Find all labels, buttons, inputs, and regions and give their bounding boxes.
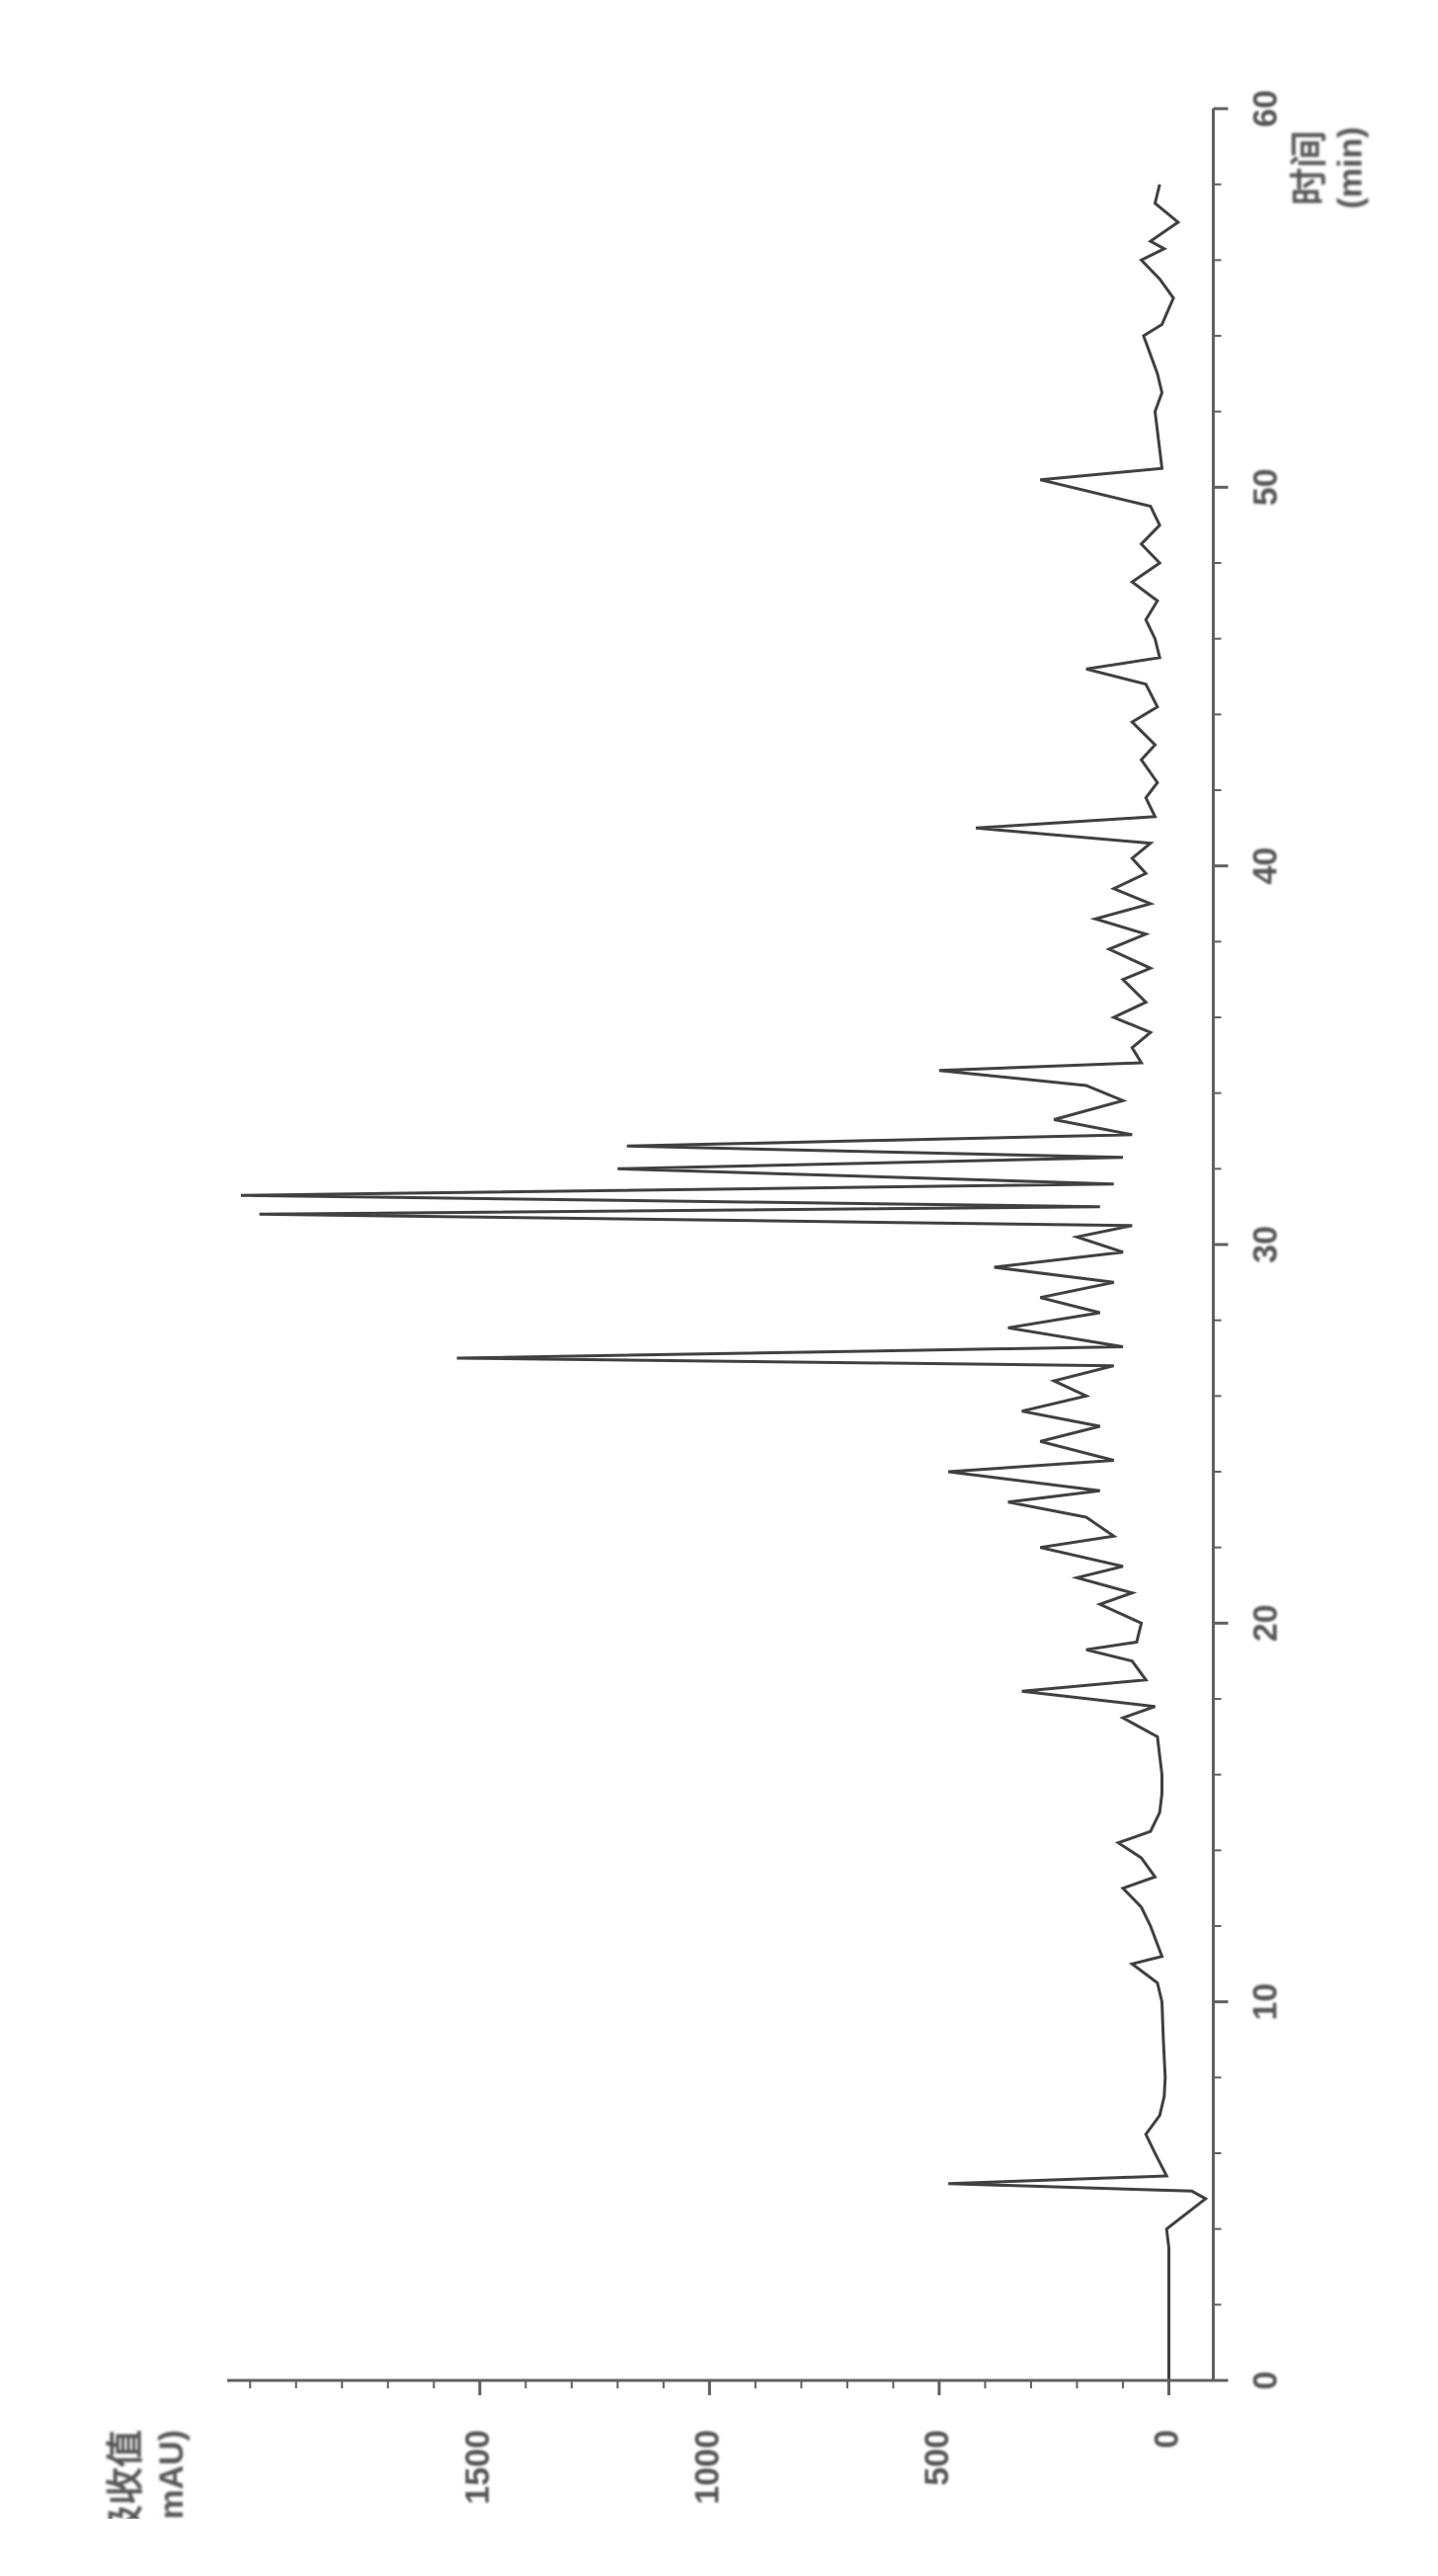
x-axis-label-line2: (min) bbox=[1331, 126, 1369, 208]
time-tick-label: 50 bbox=[1246, 468, 1284, 506]
time-tick-label: 40 bbox=[1246, 847, 1284, 885]
chart-svg: 0 10 20 30 40 50 60 0 500 1000 1500 吸收值(mAU) 时间(min) bbox=[49, 49, 1389, 2519]
time-tick-label: 60 bbox=[1246, 90, 1284, 127]
time-tick-label: 0 bbox=[1246, 2372, 1284, 2390]
y-axis-label-line2: (mAU) bbox=[153, 2430, 191, 2519]
absorbance-tick-label: 1000 bbox=[688, 2430, 726, 2505]
absorbance-tick-label: 500 bbox=[919, 2430, 956, 2486]
time-tick-label: 10 bbox=[1246, 1983, 1284, 2021]
absorbance-tick-label: 1500 bbox=[459, 2430, 497, 2505]
x-axis-label-line1: 时间 bbox=[1289, 130, 1330, 205]
chromatogram-trace bbox=[241, 185, 1206, 2380]
time-tick-label: 30 bbox=[1246, 1226, 1284, 1263]
absorbance-tick-label: 0 bbox=[1148, 2430, 1185, 2449]
chromatogram-chart: 0 10 20 30 40 50 60 0 500 1000 1500 吸收值(mAU) 时间(min) bbox=[49, 49, 1389, 2519]
y-axis-label-line1: 吸收值 bbox=[106, 2430, 147, 2519]
time-tick-label: 20 bbox=[1246, 1604, 1284, 1642]
